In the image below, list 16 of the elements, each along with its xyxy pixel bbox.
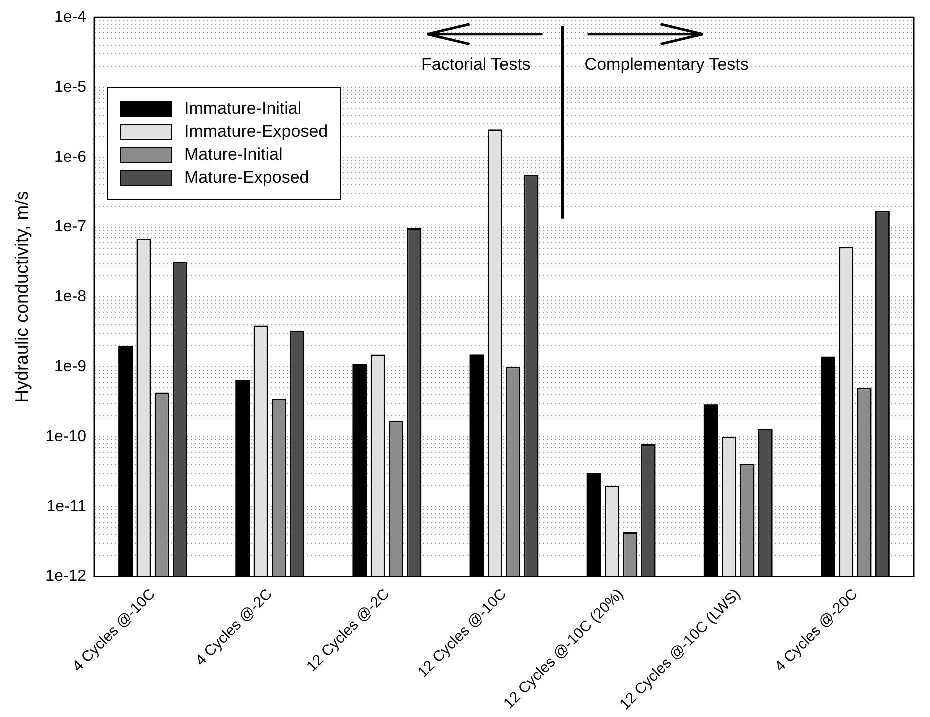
legend-label: Mature-Exposed (184, 168, 310, 188)
y-tick-label: 1e-4 (54, 9, 87, 26)
y-axis-title: Hydraulic conductivity, m/s (12, 191, 32, 404)
y-tick-label: 1e-12 (46, 568, 87, 586)
legend-label: Mature-Initial (184, 145, 283, 166)
y-tick-label: 1e-10 (46, 428, 87, 446)
y-tick-label: 1e-9 (54, 358, 87, 376)
y-tick-label: 1e-5 (54, 78, 87, 96)
annotation: Complementary Tests (584, 54, 749, 74)
legend-label: Immature-Exposed (184, 122, 328, 142)
y-tick-label: 1e-6 (54, 148, 87, 166)
y-tick-label: 1e-11 (46, 498, 87, 516)
legend-label: Immature-Initial (184, 99, 302, 120)
y-tick-label: 1e-7 (54, 218, 87, 236)
y-tick-label: 1e-8 (54, 288, 87, 306)
annotation: Factorial Tests (422, 54, 531, 74)
